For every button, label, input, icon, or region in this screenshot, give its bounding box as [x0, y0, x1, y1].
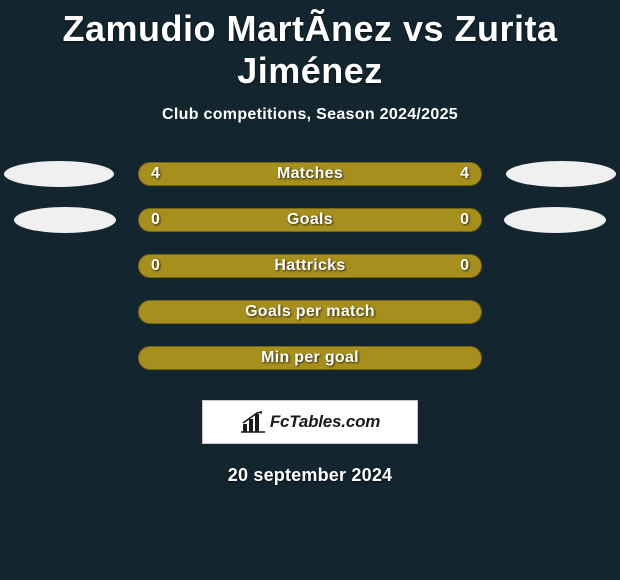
- stat-label: Matches: [139, 165, 481, 183]
- stat-row-goals: 0 Goals 0: [0, 208, 620, 232]
- stat-label: Goals per match: [139, 303, 481, 321]
- stat-bar: Goals per match: [138, 300, 482, 324]
- stat-row-matches: 4 Matches 4: [0, 162, 620, 186]
- stat-row-hattricks: 0 Hattricks 0: [0, 254, 620, 278]
- stat-left-value: 0: [151, 211, 160, 229]
- stat-bar: 4 Matches 4: [138, 162, 482, 186]
- ellipse-right-icon: [504, 207, 606, 233]
- comparison-infographic: Zamudio MartÃ­nez vs Zurita Jiménez Club…: [0, 0, 620, 580]
- stats-area: 4 Matches 4 0 Goals 0 0 Hattricks 0: [0, 162, 620, 370]
- ellipse-right-icon: [506, 161, 616, 187]
- stat-row-min-per-goal: Min per goal: [0, 346, 620, 370]
- ellipse-left-icon: [4, 161, 114, 187]
- stat-row-goals-per-match: Goals per match: [0, 300, 620, 324]
- stat-label: Hattricks: [139, 257, 481, 275]
- stat-label: Min per goal: [139, 349, 481, 367]
- stat-left-value: 0: [151, 257, 160, 275]
- fctables-logo: FcTables.com: [202, 400, 418, 444]
- date-label: 20 september 2024: [0, 465, 620, 486]
- stat-right-value: 4: [460, 165, 469, 183]
- stat-bar: Min per goal: [138, 346, 482, 370]
- logo-text: FcTables.com: [270, 412, 380, 432]
- stat-right-value: 0: [460, 257, 469, 275]
- stat-bar: 0 Hattricks 0: [138, 254, 482, 278]
- bar-chart-icon: [240, 411, 266, 433]
- ellipse-left-icon: [14, 207, 116, 233]
- page-title: Zamudio MartÃ­nez vs Zurita Jiménez: [0, 8, 620, 92]
- subtitle: Club competitions, Season 2024/2025: [0, 106, 620, 124]
- stat-bar: 0 Goals 0: [138, 208, 482, 232]
- stat-right-value: 0: [460, 211, 469, 229]
- logo-inner: FcTables.com: [203, 411, 417, 433]
- stat-left-value: 4: [151, 165, 160, 183]
- stat-label: Goals: [139, 211, 481, 229]
